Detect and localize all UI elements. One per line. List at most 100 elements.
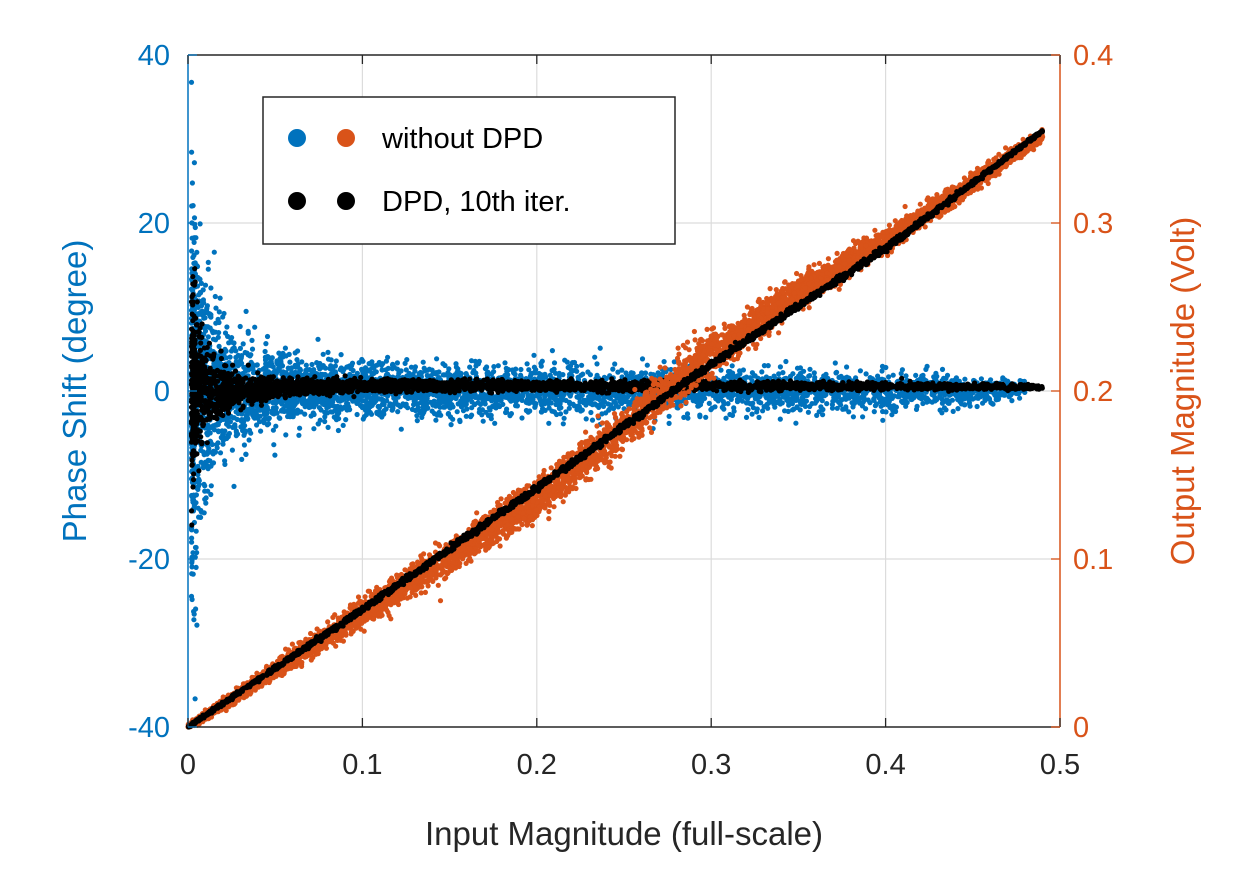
data-point bbox=[207, 430, 213, 436]
data-point bbox=[325, 349, 331, 355]
data-point bbox=[232, 422, 238, 428]
data-point bbox=[280, 350, 286, 356]
data-point bbox=[359, 366, 365, 372]
data-point bbox=[383, 406, 389, 412]
data-point bbox=[918, 396, 925, 402]
data-point bbox=[322, 414, 328, 420]
data-point bbox=[961, 402, 968, 408]
data-point bbox=[718, 367, 724, 373]
data-point bbox=[801, 368, 807, 374]
data-point bbox=[814, 412, 820, 418]
data-point bbox=[756, 399, 762, 405]
data-point bbox=[258, 428, 264, 434]
data-point bbox=[237, 345, 243, 351]
data-point bbox=[549, 348, 556, 354]
data-point bbox=[332, 363, 338, 369]
data-point bbox=[514, 403, 521, 409]
data-point bbox=[844, 392, 851, 398]
data-point bbox=[459, 395, 465, 401]
data-point bbox=[619, 395, 625, 401]
data-point bbox=[311, 411, 317, 418]
data-point bbox=[198, 280, 204, 286]
data-point bbox=[395, 409, 401, 415]
data-point bbox=[666, 420, 672, 426]
data-point bbox=[797, 398, 803, 404]
data-point bbox=[941, 405, 948, 411]
data-point bbox=[563, 397, 569, 404]
data-point bbox=[244, 416, 251, 422]
data-point bbox=[201, 315, 207, 321]
data-point bbox=[518, 366, 524, 373]
data-point bbox=[211, 360, 217, 367]
data-point bbox=[295, 348, 301, 354]
data-point bbox=[242, 428, 248, 434]
data-point bbox=[215, 316, 221, 322]
data-point bbox=[594, 361, 600, 367]
data-point bbox=[725, 401, 731, 407]
data-point bbox=[823, 371, 829, 377]
data-point bbox=[885, 398, 891, 404]
data-point bbox=[189, 596, 195, 603]
data-point bbox=[254, 362, 260, 368]
data-point bbox=[507, 413, 513, 419]
data-point bbox=[926, 398, 932, 404]
data-point bbox=[254, 422, 260, 428]
data-point bbox=[549, 408, 555, 414]
data-point bbox=[509, 367, 516, 373]
data-point bbox=[328, 357, 334, 363]
data-point bbox=[523, 407, 530, 414]
data-point bbox=[592, 354, 598, 360]
data-point bbox=[307, 404, 313, 410]
data-point bbox=[279, 407, 285, 413]
data-point bbox=[596, 404, 602, 410]
data-point bbox=[512, 371, 518, 377]
data-point bbox=[354, 370, 360, 376]
data-point bbox=[661, 359, 667, 365]
data-point bbox=[203, 500, 209, 506]
data-point bbox=[1017, 395, 1023, 401]
data-point bbox=[777, 364, 784, 370]
data-point bbox=[296, 432, 302, 438]
data-point bbox=[188, 79, 195, 85]
data-point bbox=[249, 337, 255, 343]
data-point bbox=[264, 404, 270, 410]
data-point bbox=[754, 409, 760, 415]
data-point bbox=[343, 417, 349, 423]
data-point bbox=[322, 365, 329, 371]
data-point bbox=[204, 307, 210, 313]
data-point bbox=[292, 401, 298, 408]
data-point bbox=[222, 458, 228, 464]
data-point bbox=[681, 414, 687, 420]
data-point bbox=[191, 493, 197, 499]
data-point bbox=[569, 368, 575, 374]
data-point bbox=[389, 407, 395, 413]
data-point bbox=[560, 421, 566, 427]
data-point bbox=[923, 366, 929, 372]
data-point bbox=[749, 370, 756, 376]
data-point bbox=[223, 355, 229, 361]
data-point bbox=[759, 369, 765, 375]
data-point bbox=[465, 396, 471, 402]
data-point bbox=[268, 358, 274, 364]
data-point bbox=[904, 399, 910, 406]
data-point bbox=[337, 367, 343, 373]
data-point bbox=[314, 399, 320, 405]
data-point bbox=[208, 491, 214, 498]
data-point bbox=[246, 437, 252, 443]
data-point bbox=[603, 410, 609, 416]
data-point bbox=[467, 364, 473, 370]
data-point bbox=[225, 434, 231, 440]
data-point bbox=[404, 357, 410, 363]
data-point bbox=[399, 402, 405, 408]
data-point bbox=[913, 372, 919, 378]
data-point bbox=[1015, 390, 1021, 397]
data-point bbox=[611, 405, 617, 412]
data-point bbox=[880, 408, 886, 415]
data-point bbox=[211, 249, 217, 255]
data-point bbox=[272, 452, 278, 458]
data-point bbox=[338, 352, 344, 358]
data-point bbox=[966, 400, 973, 406]
data-point bbox=[557, 411, 564, 417]
data-point bbox=[740, 367, 747, 373]
data-point bbox=[523, 399, 529, 405]
